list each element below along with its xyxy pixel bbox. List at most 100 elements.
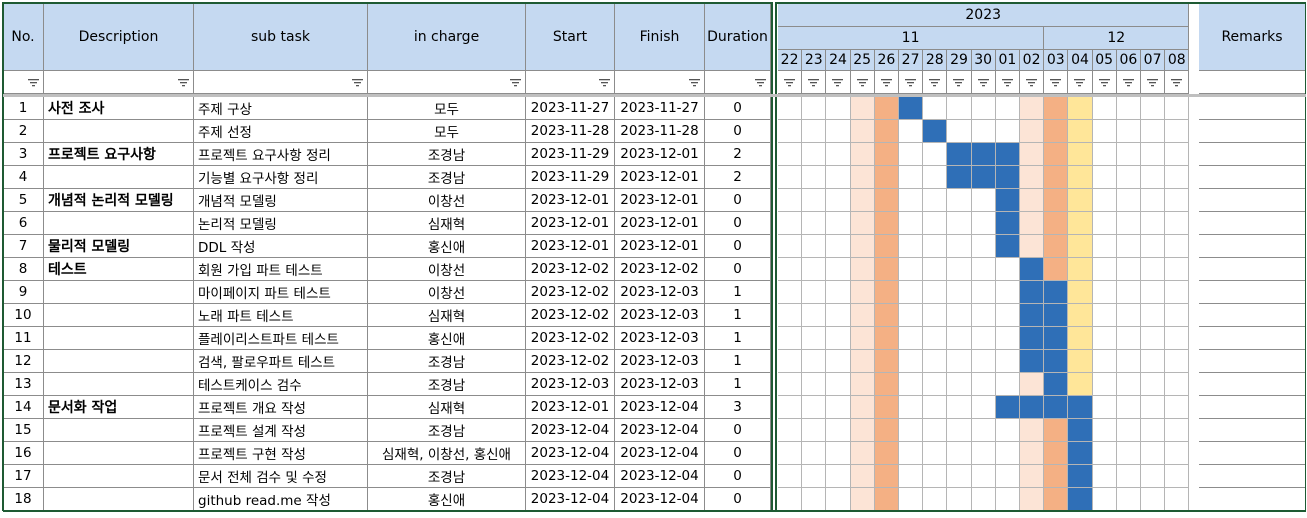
- gantt-cell-04[interactable]: [1068, 189, 1093, 212]
- gantt-bar-29[interactable]: [947, 166, 972, 189]
- gantt-cell-06[interactable]: [1116, 258, 1141, 281]
- filter-cell-sub[interactable]: [194, 71, 368, 94]
- day-header-02[interactable]: 02: [1020, 50, 1045, 71]
- day-header-26[interactable]: 26: [874, 50, 899, 71]
- row-description[interactable]: 사전 조사: [44, 97, 194, 120]
- day-header-30[interactable]: 30: [971, 50, 996, 71]
- gantt-bar-02[interactable]: [1020, 258, 1045, 281]
- gantt-cell-23[interactable]: [802, 97, 827, 120]
- filter-dropdown-icon[interactable]: [1026, 78, 1038, 87]
- row-start-date[interactable]: 2023-12-01: [526, 235, 615, 258]
- gantt-cell-27[interactable]: [899, 281, 924, 304]
- gantt-cell-03[interactable]: [1044, 97, 1069, 120]
- gantt-cell-24[interactable]: [826, 258, 851, 281]
- row-description[interactable]: 프로젝트 요구사항: [44, 143, 194, 166]
- gantt-cell-24[interactable]: [826, 97, 851, 120]
- row-duration[interactable]: 1: [705, 373, 771, 396]
- row-number[interactable]: 7: [3, 235, 44, 258]
- gantt-cell-28[interactable]: [923, 442, 948, 465]
- gantt-cell-04[interactable]: [1068, 235, 1093, 258]
- day-header-23[interactable]: 23: [802, 50, 827, 71]
- row-remarks[interactable]: [1199, 304, 1306, 327]
- gantt-cell-28[interactable]: [923, 258, 948, 281]
- gantt-cell-06[interactable]: [1116, 166, 1141, 189]
- day-header-24[interactable]: 24: [826, 50, 851, 71]
- gantt-cell-23[interactable]: [802, 488, 827, 511]
- col-header-duration[interactable]: Duration: [705, 3, 771, 71]
- gantt-cell-25[interactable]: [850, 327, 875, 350]
- gantt-cell-22[interactable]: [778, 235, 803, 258]
- gantt-cell-04[interactable]: [1068, 212, 1093, 235]
- gantt-cell-05[interactable]: [1092, 166, 1117, 189]
- gantt-cell-05[interactable]: [1092, 304, 1117, 327]
- row-duration[interactable]: 0: [705, 258, 771, 281]
- gantt-cell-28[interactable]: [923, 212, 948, 235]
- gantt-cell-07[interactable]: [1141, 212, 1166, 235]
- gantt-cell-22[interactable]: [778, 488, 803, 511]
- gantt-cell-26[interactable]: [874, 488, 899, 511]
- row-finish-date[interactable]: 2023-12-04: [615, 465, 705, 488]
- col-header-incharge[interactable]: in charge: [368, 3, 526, 71]
- gantt-cell-25[interactable]: [850, 166, 875, 189]
- gantt-cell-28[interactable]: [923, 396, 948, 419]
- gantt-cell-23[interactable]: [802, 350, 827, 373]
- row-finish-date[interactable]: 2023-12-03: [615, 327, 705, 350]
- row-start-date[interactable]: 2023-12-04: [526, 419, 615, 442]
- gantt-bar-03[interactable]: [1044, 327, 1069, 350]
- day-header-27[interactable]: 27: [899, 50, 924, 71]
- gantt-cell-26[interactable]: [874, 143, 899, 166]
- row-number[interactable]: 12: [3, 350, 44, 373]
- row-start-date[interactable]: 2023-12-02: [526, 304, 615, 327]
- row-start-date[interactable]: 2023-11-28: [526, 120, 615, 143]
- row-description[interactable]: [44, 327, 194, 350]
- gantt-cell-25[interactable]: [850, 373, 875, 396]
- filter-cell-day-05[interactable]: [1092, 71, 1117, 94]
- row-finish-date[interactable]: 2023-12-01: [615, 143, 705, 166]
- gantt-cell-08[interactable]: [1165, 304, 1190, 327]
- filter-dropdown-icon[interactable]: [599, 78, 610, 87]
- row-description[interactable]: [44, 304, 194, 327]
- gantt-cell-24[interactable]: [826, 189, 851, 212]
- gantt-cell-08[interactable]: [1165, 120, 1190, 143]
- gantt-cell-23[interactable]: [802, 189, 827, 212]
- gantt-cell-04[interactable]: [1068, 350, 1093, 373]
- row-finish-date[interactable]: 2023-12-01: [615, 212, 705, 235]
- gantt-cell-27[interactable]: [899, 235, 924, 258]
- filter-cell-who[interactable]: [368, 71, 526, 94]
- gantt-cell-28[interactable]: [923, 327, 948, 350]
- row-incharge[interactable]: 심재혁: [368, 212, 526, 235]
- row-subtask[interactable]: github read.me 작성: [194, 488, 368, 511]
- gantt-cell-30[interactable]: [971, 281, 996, 304]
- gantt-cell-05[interactable]: [1092, 465, 1117, 488]
- gantt-bar-02[interactable]: [1020, 350, 1045, 373]
- row-subtask[interactable]: 주제 구상: [194, 97, 368, 120]
- filter-cell-day-24[interactable]: [826, 71, 851, 94]
- gantt-cell-08[interactable]: [1165, 143, 1190, 166]
- filter-dropdown-icon[interactable]: [1098, 78, 1110, 87]
- gantt-cell-02[interactable]: [1020, 373, 1045, 396]
- row-finish-date[interactable]: 2023-12-04: [615, 488, 705, 511]
- day-header-22[interactable]: 22: [778, 50, 803, 71]
- row-incharge[interactable]: 심재혁: [368, 304, 526, 327]
- row-description[interactable]: [44, 419, 194, 442]
- gantt-cell-01[interactable]: [995, 419, 1020, 442]
- col-header-no[interactable]: No.: [3, 3, 44, 71]
- row-start-date[interactable]: 2023-12-01: [526, 212, 615, 235]
- filter-dropdown-icon[interactable]: [880, 78, 892, 87]
- gantt-cell-29[interactable]: [947, 258, 972, 281]
- gantt-cell-27[interactable]: [899, 465, 924, 488]
- gantt-cell-07[interactable]: [1141, 189, 1166, 212]
- gantt-cell-27[interactable]: [899, 212, 924, 235]
- filter-cell-day-23[interactable]: [802, 71, 827, 94]
- filter-dropdown-icon[interactable]: [905, 78, 917, 87]
- gantt-cell-30[interactable]: [971, 258, 996, 281]
- gantt-cell-23[interactable]: [802, 143, 827, 166]
- gantt-cell-27[interactable]: [899, 350, 924, 373]
- gantt-cell-07[interactable]: [1141, 235, 1166, 258]
- col-header-finish[interactable]: Finish: [615, 3, 705, 71]
- row-number[interactable]: 13: [3, 373, 44, 396]
- row-duration[interactable]: 0: [705, 212, 771, 235]
- day-header-08[interactable]: 08: [1165, 50, 1190, 71]
- day-header-29[interactable]: 29: [947, 50, 972, 71]
- gantt-cell-01[interactable]: [995, 373, 1020, 396]
